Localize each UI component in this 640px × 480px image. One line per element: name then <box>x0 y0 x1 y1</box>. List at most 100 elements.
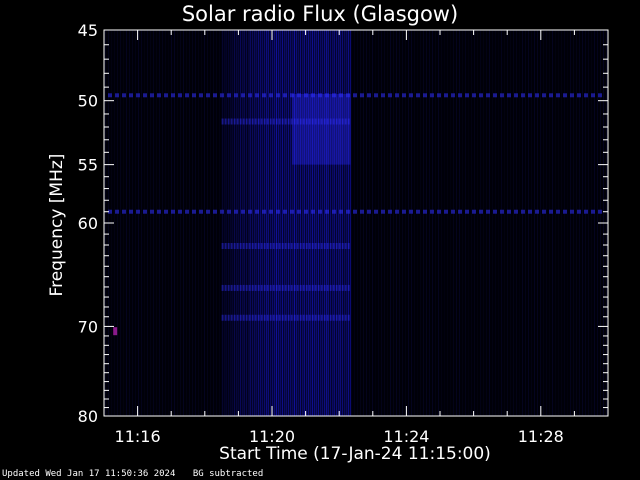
interference-band-segment <box>164 209 168 214</box>
interference-band-segment <box>278 242 281 249</box>
burst-column <box>221 30 223 416</box>
interference-band-segment <box>255 93 259 98</box>
interference-band-segment <box>367 209 371 214</box>
background-streak <box>516 30 517 416</box>
burst-column <box>323 30 325 416</box>
interference-band-segment <box>304 209 308 214</box>
interference-band-segment <box>150 93 154 98</box>
interference-band-segment <box>311 118 314 125</box>
burst-column <box>319 30 321 416</box>
interference-band-segment <box>302 118 305 125</box>
interference-band-segment <box>341 314 344 321</box>
interference-band-segment <box>326 242 329 249</box>
interference-band-segment <box>269 93 273 98</box>
background-streak <box>168 30 169 416</box>
interference-band-segment <box>314 314 317 321</box>
plot-background <box>104 30 608 416</box>
interference-band-segment <box>269 314 272 321</box>
background-streak <box>435 30 436 416</box>
interference-band-segment <box>332 242 335 249</box>
interference-band-segment <box>157 209 161 214</box>
background-streak <box>438 30 439 416</box>
interference-band-segment <box>299 118 302 125</box>
interference-band-segment <box>230 284 233 291</box>
interference-band-segment <box>230 242 233 249</box>
interference-band-segment <box>284 118 287 125</box>
background-streak <box>594 30 595 416</box>
burst-column <box>329 30 331 416</box>
burst-column <box>243 30 245 416</box>
interference-band-segment <box>290 242 293 249</box>
burst-column <box>327 30 329 416</box>
background-streak <box>549 30 550 416</box>
interference-band-segment <box>360 209 364 214</box>
background-streak <box>279 30 280 416</box>
interference-band-segment <box>233 242 236 249</box>
interference-band-segment <box>281 314 284 321</box>
interference-band-segment <box>346 209 350 214</box>
interference-band-segment <box>254 242 257 249</box>
interference-band-segment <box>136 209 140 214</box>
interference-band-segment <box>584 93 588 98</box>
interference-band-segment <box>323 118 326 125</box>
interference-band-segment <box>234 93 238 98</box>
interference-band-segment <box>570 209 574 214</box>
interference-band-segment <box>318 209 322 214</box>
interference-band-segment <box>108 93 112 98</box>
interference-band-segment <box>290 118 293 125</box>
interference-band-segment <box>332 118 335 125</box>
interference-band-segment <box>347 314 350 321</box>
burst-column <box>303 30 305 416</box>
background-streak <box>186 30 187 416</box>
burst-column <box>245 30 247 416</box>
interference-band-segment <box>230 118 233 125</box>
background-streak <box>372 30 373 416</box>
burst-column <box>297 30 299 416</box>
interference-band-segment <box>311 93 315 98</box>
interference-band-segment <box>269 209 273 214</box>
interference-band-segment <box>335 118 338 125</box>
interference-band-segment <box>115 93 119 98</box>
interference-band-segment <box>199 209 203 214</box>
interference-band-segment <box>317 284 320 291</box>
background-streak <box>357 30 358 416</box>
y-tick-label: 70 <box>78 317 98 336</box>
interference-band-segment <box>260 314 263 321</box>
x-tick-label: 11:20 <box>249 427 295 446</box>
interference-band-segment <box>290 209 294 214</box>
burst-column <box>347 30 349 416</box>
background-streak <box>420 30 421 416</box>
background-streak <box>126 30 127 416</box>
background-streak <box>423 30 424 416</box>
interference-band-segment <box>423 93 427 98</box>
interference-band-segment <box>347 118 350 125</box>
interference-band-segment <box>563 93 567 98</box>
interference-band-segment <box>221 242 224 249</box>
interference-band-segment <box>287 242 290 249</box>
interference-band-segment <box>257 314 260 321</box>
interference-band-segment <box>236 118 239 125</box>
interference-band-segment <box>296 314 299 321</box>
interference-band-segment <box>221 284 224 291</box>
footer: Updated Wed Jan 17 11:50:36 2024 BG subt… <box>2 469 275 479</box>
interference-band-segment <box>284 242 287 249</box>
background-streak <box>402 30 403 416</box>
background-streak <box>240 30 241 416</box>
burst-column <box>225 30 227 416</box>
interference-band-segment <box>281 118 284 125</box>
burst-column <box>295 30 297 416</box>
background-streak <box>288 30 289 416</box>
interference-band-segment <box>263 118 266 125</box>
interference-band-segment <box>409 93 413 98</box>
interference-band-segment <box>374 93 378 98</box>
interference-band-segment <box>293 118 296 125</box>
interference-band-segment <box>305 118 308 125</box>
interference-band-segment <box>542 93 546 98</box>
burst-column <box>325 30 327 416</box>
background-streak <box>219 30 220 416</box>
background-streak <box>132 30 133 416</box>
background-streak <box>120 30 121 416</box>
background-streak <box>561 30 562 416</box>
background-streak <box>510 30 511 416</box>
burst-column <box>307 30 309 416</box>
